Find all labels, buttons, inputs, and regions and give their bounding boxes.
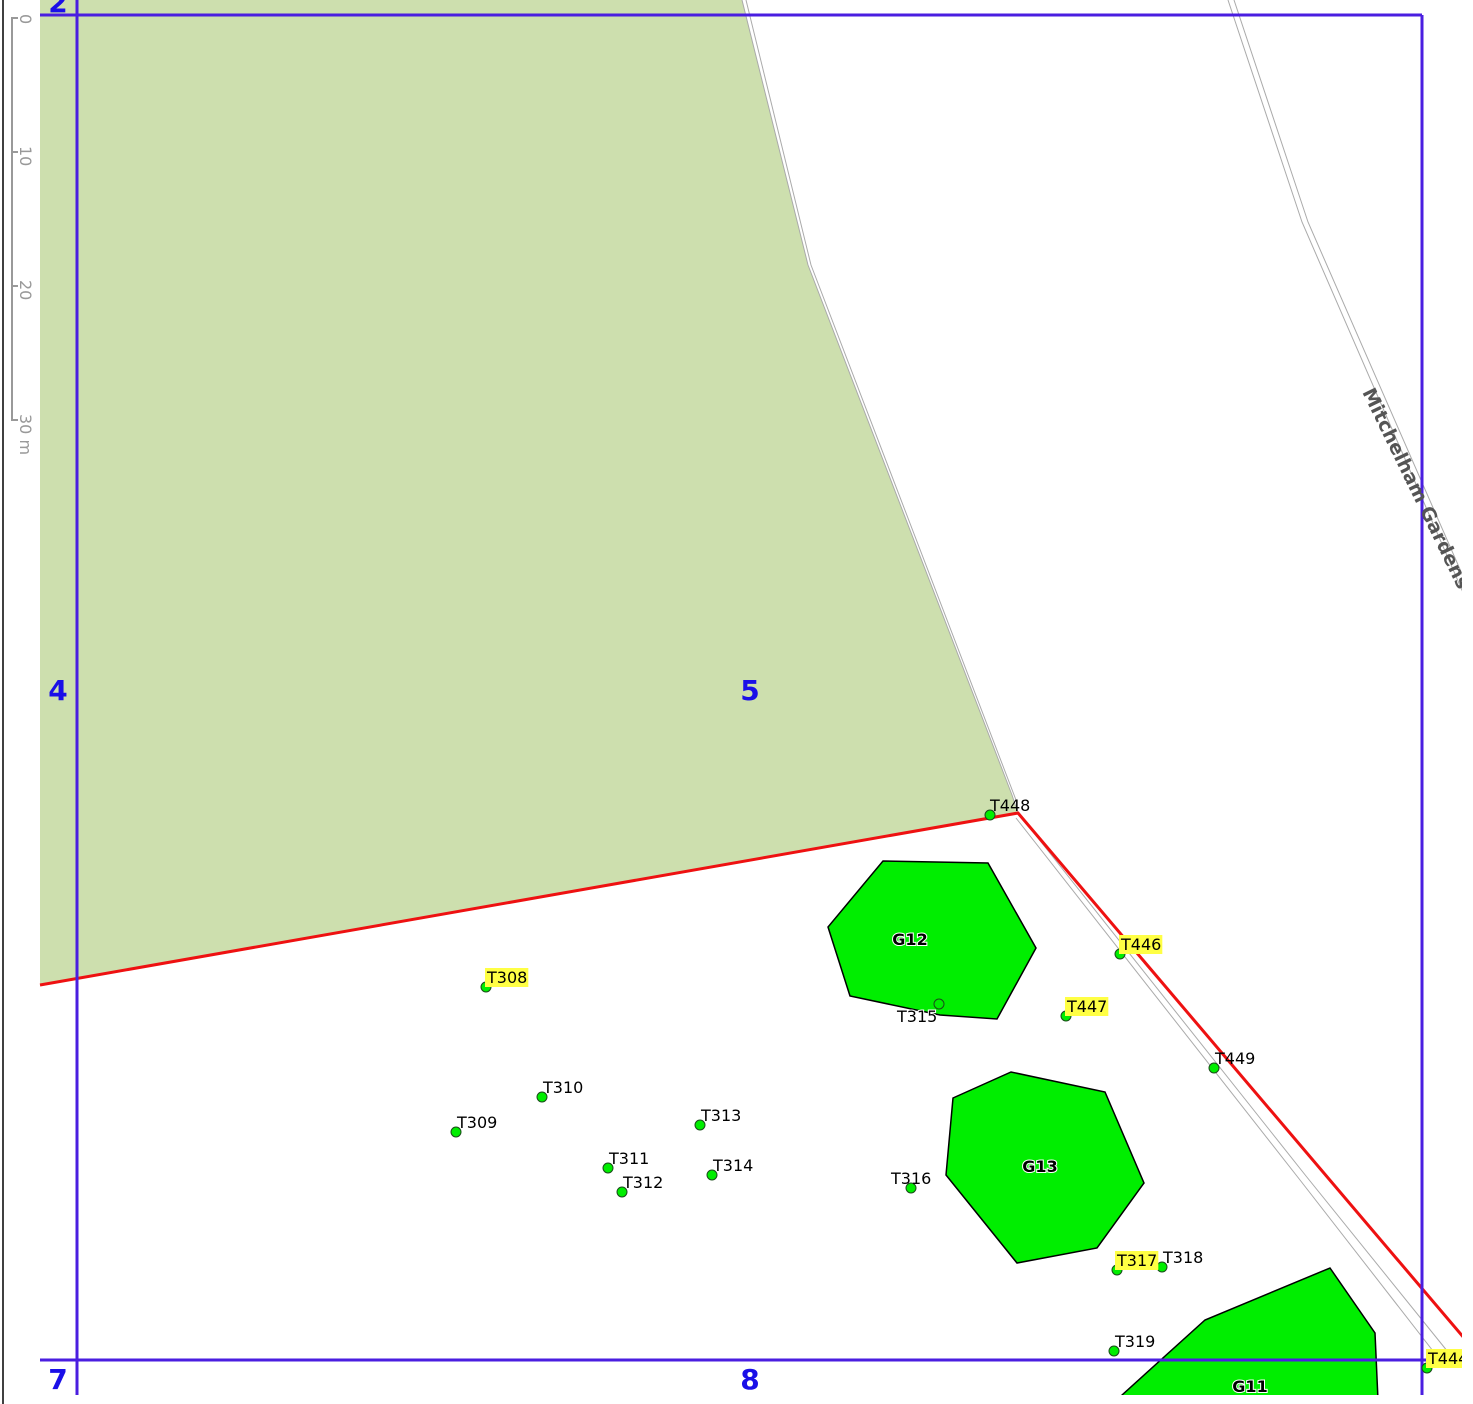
tree-label: T319 — [1114, 1332, 1155, 1351]
tree-group-shape — [827, 860, 1037, 1020]
tree — [450, 1126, 462, 1138]
tree-label: T312 — [622, 1173, 663, 1192]
tree-group-shape — [945, 1071, 1145, 1264]
sheet-number: 7 — [48, 1363, 67, 1396]
tree-label: T316 — [890, 1169, 931, 1188]
tree — [706, 1169, 718, 1181]
sheet-number: 4 — [48, 674, 67, 707]
label-highlight — [1065, 997, 1109, 1016]
sheet-number: 8 — [740, 1363, 759, 1396]
group-label: G12 — [892, 930, 927, 949]
tree-label: T318 — [1162, 1248, 1203, 1267]
boundary — [39, 811, 1462, 1338]
label-highlight — [1115, 1251, 1159, 1270]
tree-label: T448 — [989, 796, 1030, 815]
tree-label: T447 — [1066, 997, 1107, 1016]
tree-label: T313 — [700, 1106, 741, 1125]
sheet-number: 2 — [48, 0, 67, 19]
tree-label: T310 — [542, 1078, 583, 1097]
tree — [616, 1186, 628, 1198]
group-label: G11 — [1232, 1377, 1267, 1396]
label-highlight — [1426, 1349, 1462, 1368]
tree-label: T449 — [1214, 1049, 1255, 1068]
road-edge — [745, 0, 1017, 801]
road-label: Mitchelham Gardens — [1358, 385, 1473, 593]
tree — [933, 998, 945, 1010]
tree — [1108, 1345, 1120, 1357]
tree-label: T444 — [1427, 1349, 1468, 1368]
group-label: G13 — [1022, 1157, 1057, 1176]
scale-bar — [11, 17, 18, 421]
sheet-number: 5 — [740, 674, 759, 707]
label-highlight — [485, 968, 529, 987]
tree — [694, 1119, 706, 1131]
tree-label: T309 — [456, 1113, 497, 1132]
tree-label: T317 — [1116, 1251, 1157, 1270]
tree-group-shape — [1121, 1267, 1379, 1395]
tree-label: T315 — [896, 1007, 937, 1026]
label-highlight — [1119, 935, 1163, 954]
tree-label: T314 — [712, 1156, 753, 1175]
green-area — [40, 0, 1018, 985]
tree-label: T446 — [1120, 935, 1161, 954]
scale-label: 20 — [16, 280, 35, 300]
scale-label: 10 — [16, 146, 35, 166]
road-edge — [741, 0, 1019, 814]
trees: T448 T446 T308 T447 T315 T449 T310 T309 … — [450, 796, 1468, 1374]
scale-label: 30 m — [16, 414, 35, 455]
tree — [984, 809, 996, 821]
map-layers: G12 G13 G11 Mitchelham Gardens T448 T446… — [39, 0, 1473, 1396]
scale-label: 0 — [16, 14, 35, 24]
tree — [905, 1182, 917, 1194]
tree — [602, 1162, 614, 1174]
road-edge — [1015, 817, 1441, 1361]
road-edge — [1021, 817, 1449, 1353]
road-edge — [1227, 0, 1462, 592]
tree-label: T308 — [486, 968, 527, 987]
tree — [1208, 1062, 1220, 1074]
tree-label: T311 — [608, 1149, 649, 1168]
tree — [536, 1091, 548, 1103]
